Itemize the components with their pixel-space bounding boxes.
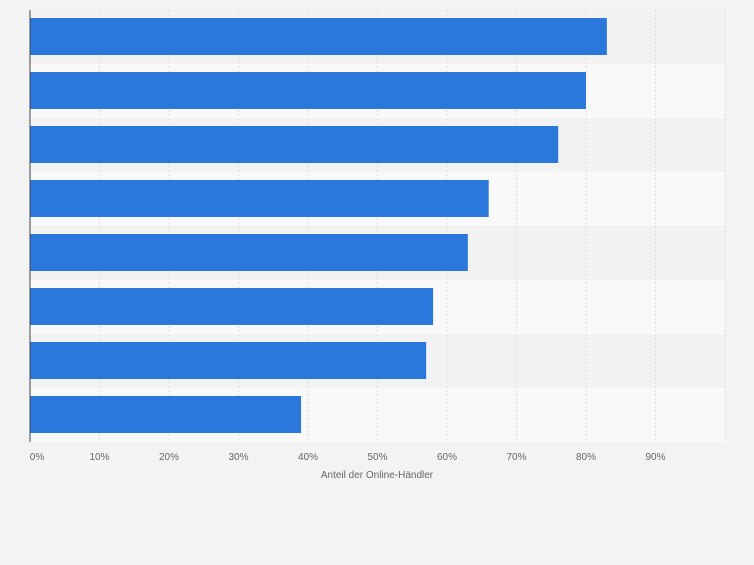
x-tick-label: 40% [298, 452, 318, 463]
bar[interactable] [30, 18, 607, 55]
x-tick-label: 90% [645, 452, 665, 463]
bar[interactable] [30, 396, 302, 433]
x-tick-label: 80% [576, 452, 596, 463]
x-axis-tick-labels: 0% 10% 20% 30% 40% 50% 60% 70% 80% 90% [30, 452, 666, 463]
x-tick-label: 0% [30, 452, 45, 463]
x-tick-label: 30% [228, 452, 248, 463]
x-tick-label: 20% [159, 452, 179, 463]
bar[interactable] [30, 180, 489, 217]
x-tick-label: 50% [367, 452, 387, 463]
bar[interactable] [30, 342, 427, 379]
x-axis-title: Anteil der Online-Händler [321, 470, 434, 481]
x-tick-label: 10% [89, 452, 109, 463]
bars-group [30, 18, 607, 433]
bar[interactable] [30, 288, 434, 325]
x-tick-label: 60% [437, 452, 457, 463]
bar[interactable] [30, 72, 586, 109]
x-tick-label: 70% [506, 452, 526, 463]
bar[interactable] [30, 234, 468, 271]
bar[interactable] [30, 126, 559, 163]
